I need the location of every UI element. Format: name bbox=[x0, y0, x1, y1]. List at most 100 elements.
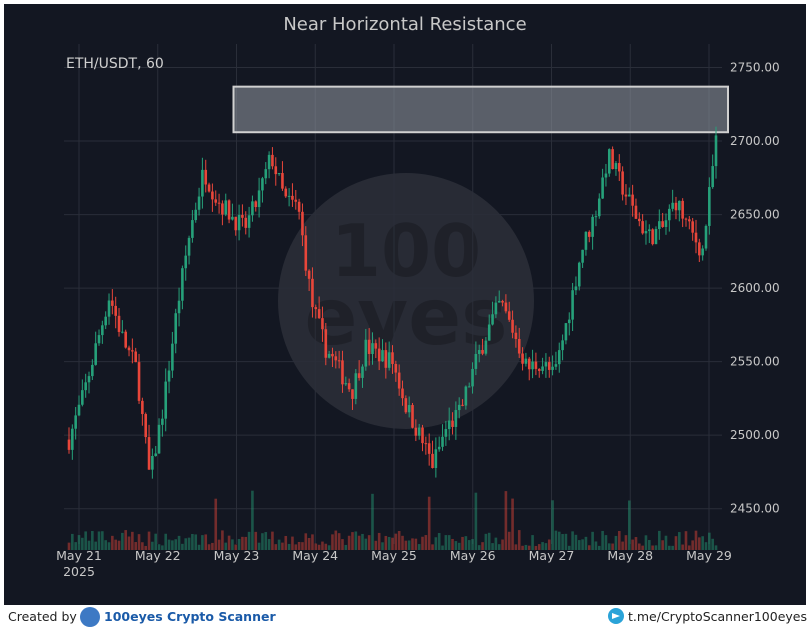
volume-bar bbox=[251, 490, 254, 550]
candle-body bbox=[658, 221, 661, 230]
candle-body bbox=[351, 389, 354, 399]
candle-body bbox=[311, 278, 314, 308]
volume-bar bbox=[714, 545, 718, 550]
volume-bar bbox=[307, 537, 311, 550]
volume-bar bbox=[107, 542, 111, 550]
candle-body bbox=[274, 166, 278, 175]
candle-body bbox=[547, 362, 551, 370]
candle-body bbox=[414, 427, 418, 436]
brand-link[interactable]: 100eyes Crypto Scanner bbox=[104, 609, 276, 624]
chart-title: Near Horizontal Resistance bbox=[283, 14, 527, 35]
volume-bar bbox=[664, 535, 668, 550]
candle-body bbox=[641, 221, 644, 234]
volume-bar bbox=[344, 544, 348, 550]
volume-bar bbox=[591, 531, 594, 550]
volume-bar bbox=[431, 544, 434, 550]
volume-bar bbox=[287, 543, 291, 550]
y-tick-label: 2450.00 bbox=[730, 502, 780, 516]
candle-body bbox=[361, 366, 364, 378]
volume-bar bbox=[627, 500, 631, 550]
volume-bar bbox=[321, 541, 324, 550]
volume-bar bbox=[134, 542, 138, 550]
candles bbox=[67, 126, 718, 479]
candle-body bbox=[411, 405, 414, 428]
volume-bar bbox=[127, 536, 131, 550]
candle-body bbox=[281, 173, 284, 189]
volume-bar bbox=[497, 544, 501, 550]
volume-bar bbox=[161, 545, 164, 550]
volume-bar bbox=[561, 534, 564, 550]
candle-body bbox=[487, 324, 491, 341]
candle-body bbox=[688, 219, 691, 222]
volume-bar bbox=[397, 530, 401, 550]
candle-body bbox=[527, 358, 531, 370]
candle-body bbox=[497, 300, 501, 303]
candle-body bbox=[314, 307, 318, 310]
volume-bar bbox=[624, 535, 628, 550]
volume-bar bbox=[194, 534, 198, 550]
candle-body bbox=[151, 455, 154, 470]
candle-body bbox=[691, 221, 694, 233]
candle-body bbox=[607, 149, 611, 174]
x-tick-label: May 25 bbox=[371, 548, 417, 563]
volume-bar bbox=[171, 540, 174, 550]
volume-bar bbox=[517, 530, 521, 550]
volume-bar bbox=[87, 540, 91, 550]
symbol-label: ETH/USDT, 60 bbox=[66, 56, 164, 72]
volume-bar bbox=[487, 532, 491, 550]
volume-bar bbox=[387, 537, 391, 550]
candle-body bbox=[191, 220, 194, 238]
volume-bar bbox=[137, 534, 141, 550]
candle-body bbox=[637, 218, 641, 222]
volume-bar bbox=[471, 539, 474, 550]
candle-body bbox=[437, 446, 441, 450]
volume-bar bbox=[708, 532, 711, 550]
candle-body bbox=[604, 173, 608, 178]
volume-bar bbox=[311, 534, 314, 550]
volume-bar bbox=[581, 539, 584, 550]
candle-body bbox=[104, 316, 107, 326]
candle-body bbox=[694, 232, 698, 243]
y-tick-label: 2650.00 bbox=[730, 208, 780, 222]
candle-body bbox=[171, 343, 174, 371]
candle-body bbox=[317, 309, 321, 319]
volume-bar bbox=[574, 534, 578, 550]
candle-body bbox=[404, 398, 408, 413]
volume-bar bbox=[191, 533, 194, 550]
candle-body bbox=[331, 353, 334, 357]
candle-body bbox=[367, 339, 371, 354]
volume-bar bbox=[567, 545, 571, 550]
candle-body bbox=[584, 231, 588, 250]
candle-body bbox=[117, 315, 121, 332]
candle-body bbox=[271, 154, 274, 167]
candle-body bbox=[507, 311, 511, 320]
candle-body bbox=[494, 302, 498, 315]
candle-body bbox=[517, 338, 521, 354]
candle-body bbox=[581, 249, 584, 263]
candle-body bbox=[374, 343, 378, 349]
candle-body bbox=[471, 368, 474, 387]
volume-bar bbox=[341, 539, 344, 550]
candle-body bbox=[321, 318, 324, 330]
candle-body bbox=[387, 352, 391, 368]
y-tick-label: 2750.00 bbox=[730, 61, 780, 75]
volume-bar bbox=[668, 545, 671, 550]
volume-bar bbox=[217, 539, 221, 550]
candle-body bbox=[474, 353, 478, 369]
candle-body bbox=[94, 343, 97, 365]
candle-body bbox=[181, 268, 184, 301]
volume-bar bbox=[141, 542, 144, 550]
candle-body bbox=[647, 229, 651, 232]
candle-body bbox=[627, 194, 631, 197]
volume-bar bbox=[678, 532, 681, 550]
candle-body bbox=[197, 196, 201, 210]
candle-body bbox=[301, 211, 304, 236]
candle-body bbox=[127, 347, 131, 351]
candle-body bbox=[511, 319, 514, 333]
volume-bar bbox=[647, 540, 651, 550]
candle-body bbox=[534, 361, 538, 369]
candle-body bbox=[434, 449, 438, 468]
candle-body bbox=[214, 199, 218, 203]
telegram-link[interactable]: t.me/CryptoScanner100eyes bbox=[628, 609, 807, 624]
candle-body bbox=[467, 386, 471, 388]
